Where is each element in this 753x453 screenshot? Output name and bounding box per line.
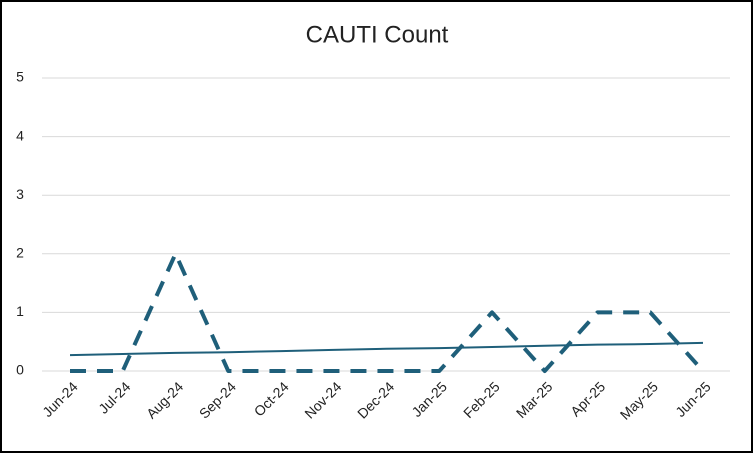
chart-title: CAUTI Count bbox=[306, 21, 449, 48]
y-tick-label: 1 bbox=[16, 303, 24, 319]
y-tick-label: 0 bbox=[16, 362, 24, 378]
y-tick-label: 2 bbox=[16, 245, 24, 261]
y-tick-label: 4 bbox=[16, 127, 24, 143]
trend-line bbox=[69, 341, 704, 357]
y-tick-label: 5 bbox=[16, 69, 24, 85]
data-line bbox=[70, 251, 705, 373]
y-tick-label: 3 bbox=[16, 186, 24, 202]
